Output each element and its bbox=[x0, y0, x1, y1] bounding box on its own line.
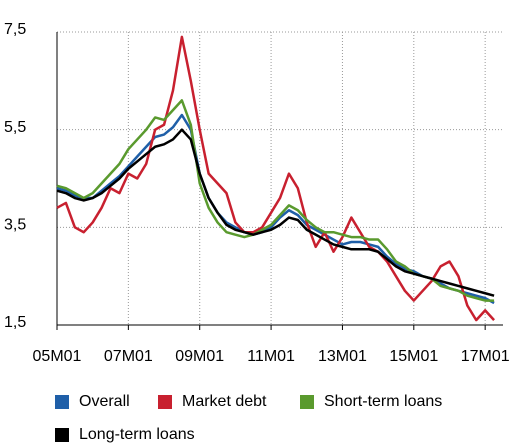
legend-swatch bbox=[55, 428, 69, 442]
y-tick-label: 5,5 bbox=[4, 119, 26, 136]
x-tick-label: 07M01 bbox=[104, 348, 153, 365]
x-tick-label: 11M01 bbox=[247, 348, 295, 365]
legend-swatch bbox=[158, 395, 172, 409]
line-series bbox=[56, 99, 495, 302]
line-series bbox=[56, 128, 495, 297]
legend-swatch bbox=[55, 395, 69, 409]
legend-label: Long-term loans bbox=[79, 426, 195, 443]
line-series bbox=[56, 113, 495, 305]
line-series bbox=[56, 35, 496, 322]
legend-label: Market debt bbox=[182, 393, 267, 410]
x-tick-label: 13M01 bbox=[318, 348, 367, 365]
y-tick-label: 1,5 bbox=[4, 314, 26, 331]
y-tick-label: 3,5 bbox=[4, 217, 26, 234]
x-tick-label: 15M01 bbox=[389, 348, 438, 365]
x-tick-label: 05M01 bbox=[33, 348, 82, 365]
y-tick-label: 7,5 bbox=[4, 21, 26, 38]
legend-label: Short-term loans bbox=[324, 393, 442, 410]
x-tick-label: 09M01 bbox=[175, 348, 224, 365]
legend-swatch bbox=[300, 395, 314, 409]
legend-label: Overall bbox=[79, 393, 130, 410]
x-tick-label: 17M01 bbox=[461, 348, 510, 365]
